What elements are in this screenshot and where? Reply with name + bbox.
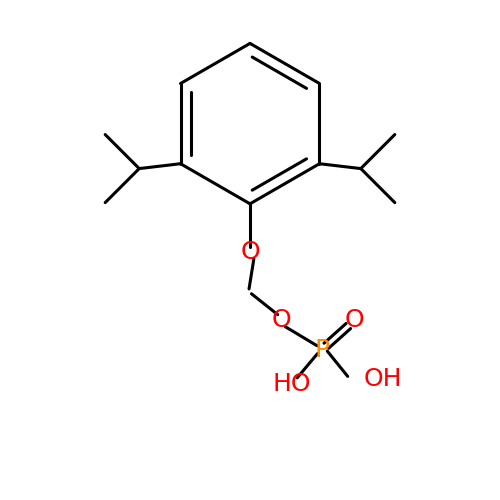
- Text: P: P: [314, 338, 330, 361]
- Text: O: O: [240, 240, 260, 264]
- Text: OH: OH: [364, 367, 402, 391]
- Text: O: O: [272, 308, 291, 332]
- Text: O: O: [344, 308, 364, 332]
- Text: HO: HO: [272, 372, 310, 396]
